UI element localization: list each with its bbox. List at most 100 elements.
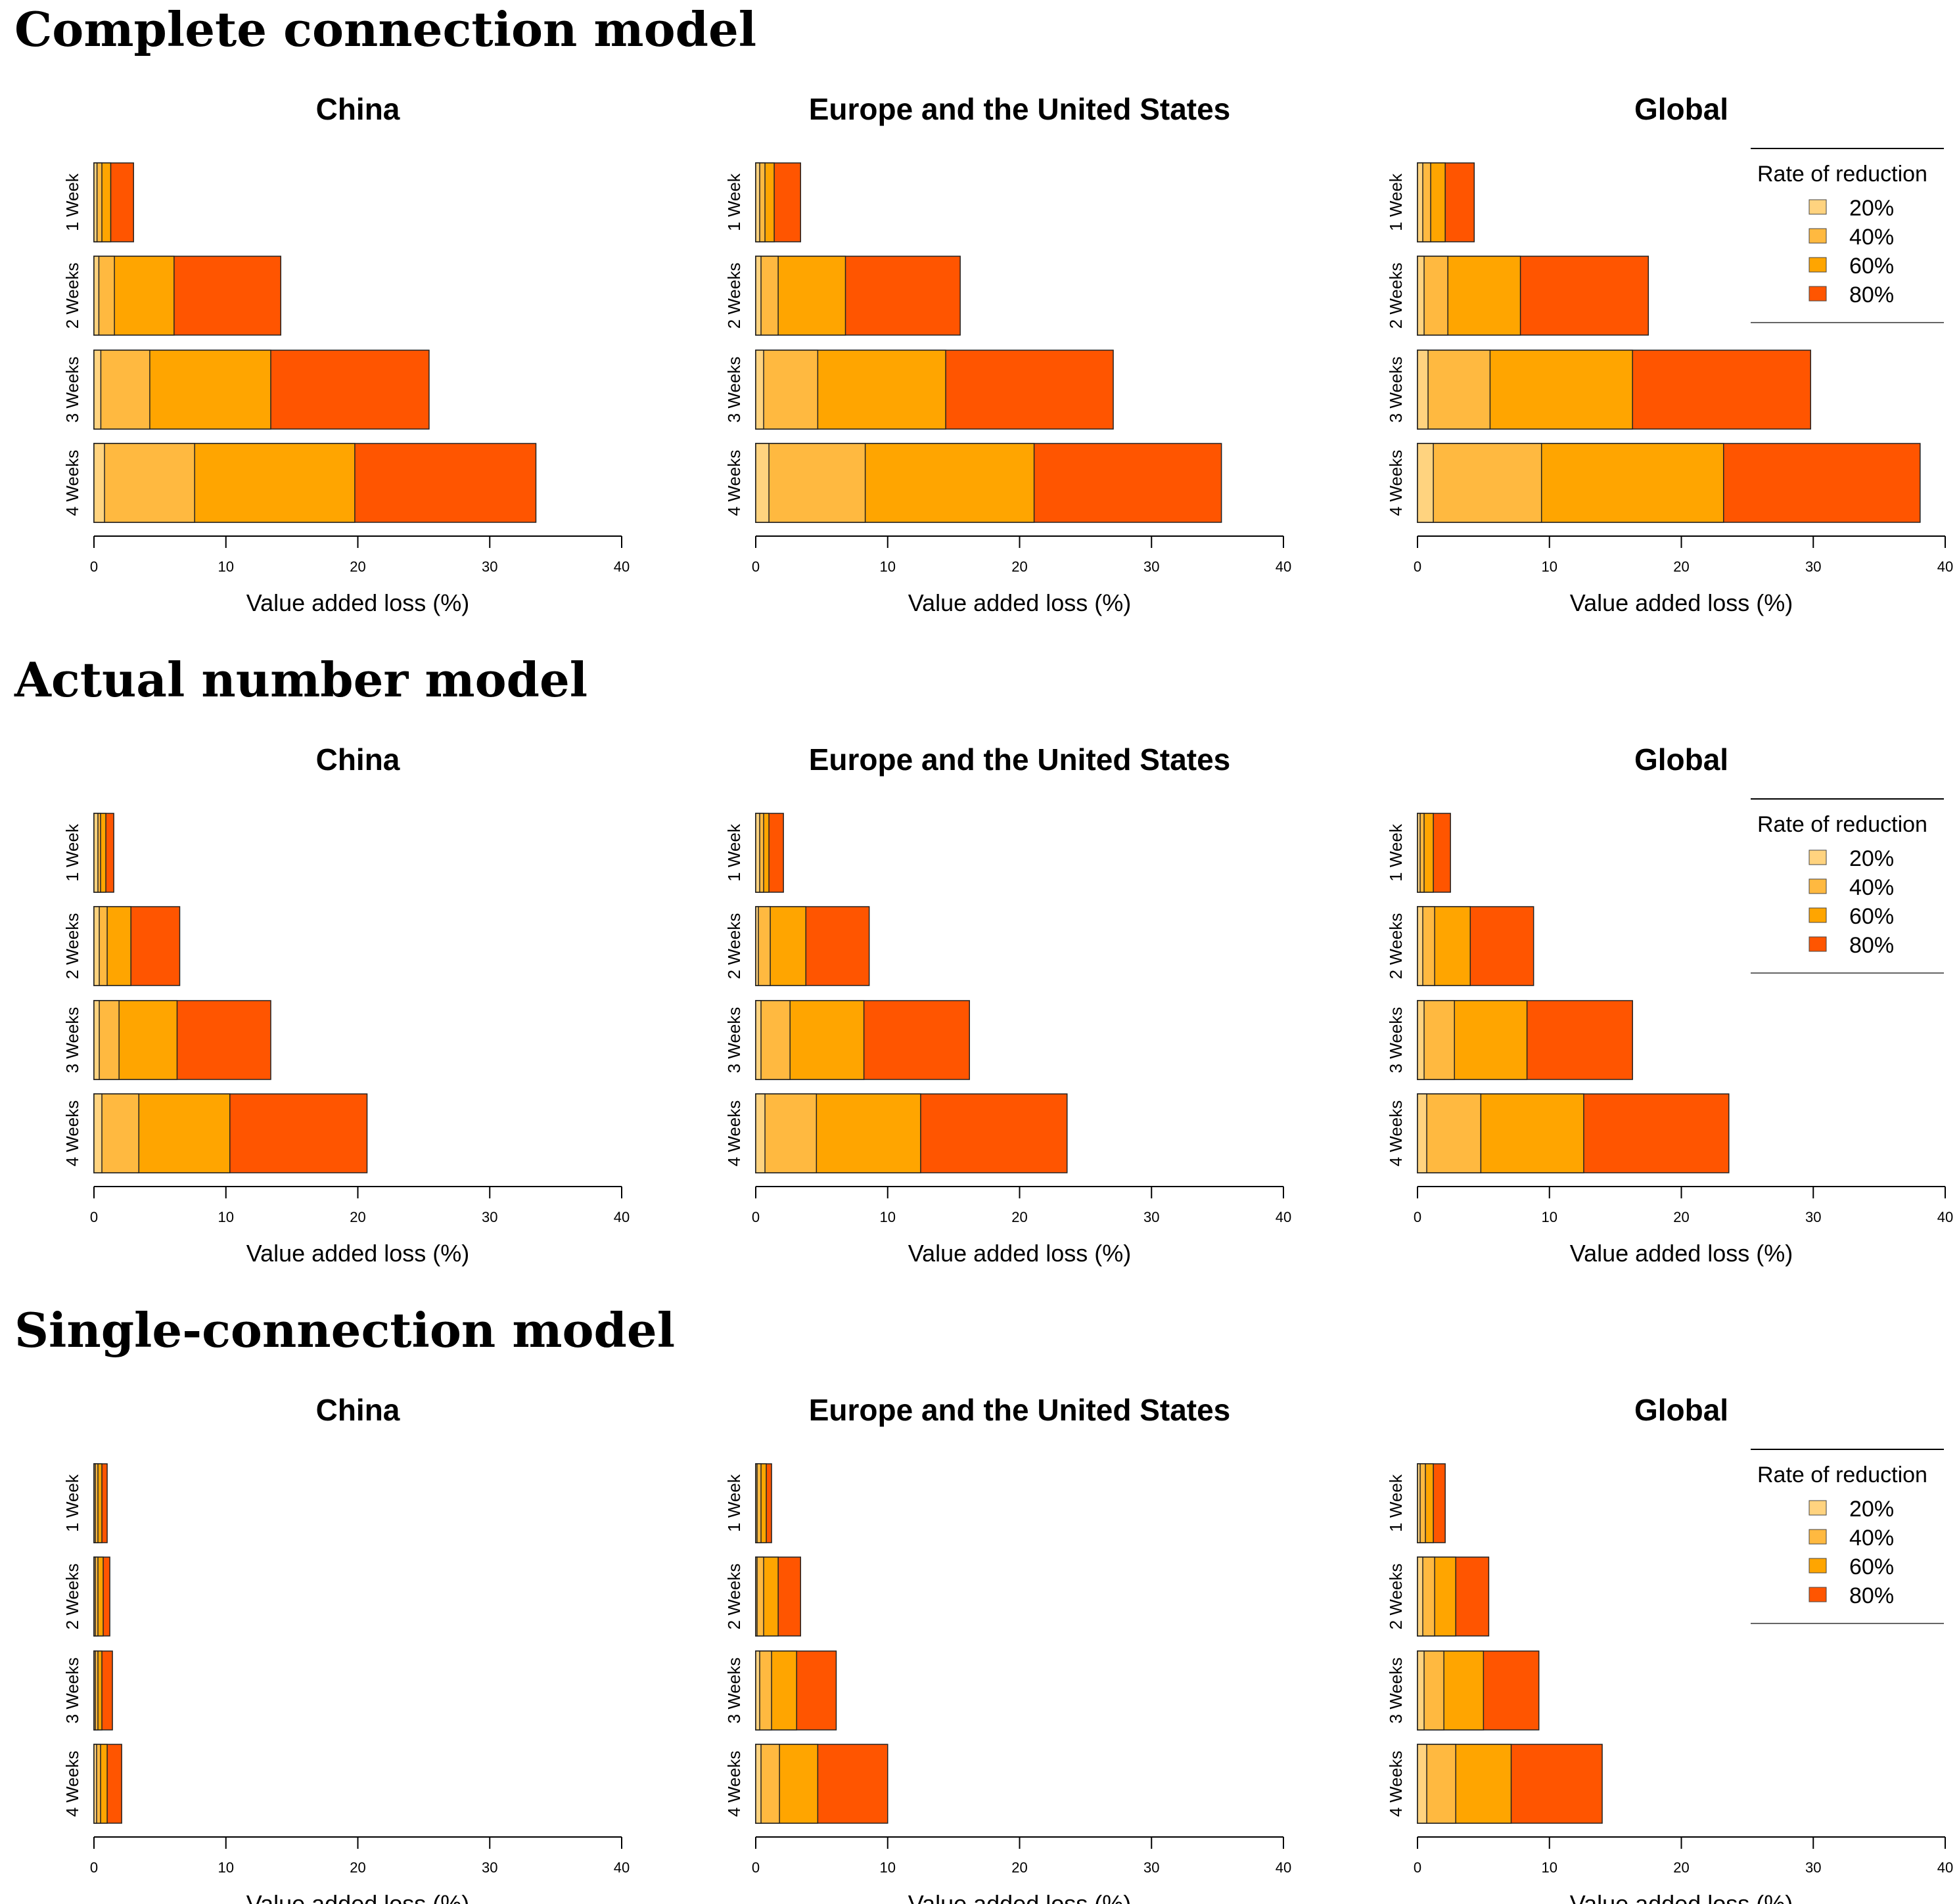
bar-20pct [1417, 1650, 1425, 1731]
x-tick-label: 20 [1673, 558, 1689, 575]
x-axis-label: Value added loss (%) [1570, 589, 1793, 616]
x-axis-label: Value added loss (%) [246, 1890, 470, 1904]
x-tick-label: 10 [218, 1859, 234, 1876]
x-tick-label: 40 [1937, 558, 1953, 575]
chart-title: China [316, 92, 400, 126]
y-tick-label: 3 Weeks [724, 357, 744, 423]
legend-label: 60% [1849, 254, 1894, 279]
bar-20pct [755, 1744, 762, 1824]
bar-20pct [1417, 906, 1423, 986]
x-axis-label: Value added loss (%) [1570, 1240, 1793, 1267]
chart-panel: China 1 Week 2 Weeks 3 Weeks 4 Weeks 0 10 20 30 4… [62, 742, 630, 1267]
x-tick-label: 20 [1673, 1209, 1689, 1225]
legend-box [1751, 799, 1944, 973]
legend: Rate of reduction 20% 40% 60% 80% [1751, 148, 1944, 323]
x-tick-label: 40 [1276, 1859, 1291, 1876]
bar-40pct [755, 1093, 818, 1173]
x-tick-label: 10 [1542, 1209, 1557, 1225]
y-tick-label: 2 Weeks [62, 913, 82, 980]
bar-20pct [1417, 350, 1429, 430]
legend-title: Rate of reduction [1757, 162, 1927, 187]
y-tick-label: 2 Weeks [62, 263, 82, 329]
y-tick-label: 4 Weeks [1386, 450, 1406, 516]
legend-swatch [1809, 199, 1827, 215]
x-tick-label: 20 [350, 558, 365, 575]
legend-swatch [1809, 878, 1827, 894]
x-tick-label: 0 [90, 558, 98, 575]
chart-panel: Global 1 Week 2 Weeks 3 Weeks 4 Weeks 0 10 20 30… [1386, 1393, 1953, 1904]
bar-20pct [755, 813, 760, 893]
y-tick-label: 1 Week [62, 823, 82, 882]
chart-panel: China 1 Week 2 Weeks 3 Weeks 4 Weeks 0 10 20 30 4… [62, 1393, 630, 1904]
legend-swatch [1809, 1558, 1827, 1574]
x-tick-label: 40 [614, 558, 630, 575]
y-tick-label: 1 Week [724, 823, 744, 882]
legend-swatch [1809, 1500, 1827, 1516]
legend-box [1751, 1449, 1944, 1623]
x-tick-label: 10 [218, 1209, 234, 1225]
legend-swatch [1809, 286, 1827, 302]
bar-20pct [93, 813, 99, 893]
y-tick-label: 3 Weeks [724, 1007, 744, 1074]
x-tick-label: 10 [1542, 1859, 1557, 1876]
y-tick-label: 4 Weeks [724, 450, 744, 516]
y-tick-label: 2 Weeks [1386, 263, 1406, 329]
x-tick-label: 30 [1143, 1859, 1159, 1876]
chart-panel: Global 1 Week 2 Weeks 3 Weeks 4 Weeks 0 10 20 30… [1386, 92, 1953, 616]
x-tick-label: 30 [1805, 1209, 1821, 1225]
chart-panel: Europe and the United States 1 Week 2 Week… [724, 92, 1291, 616]
legend-swatch [1809, 1587, 1827, 1602]
x-tick-label: 20 [1673, 1859, 1689, 1876]
x-tick-label: 30 [1805, 1859, 1821, 1876]
x-axis-label: Value added loss (%) [908, 589, 1132, 616]
chart-title: Global [1634, 742, 1728, 777]
y-tick-label: 2 Weeks [1386, 913, 1406, 980]
bar-20pct [93, 1093, 103, 1173]
y-tick-label: 2 Weeks [1386, 1564, 1406, 1630]
bar-20pct [93, 350, 102, 430]
y-tick-label: 4 Weeks [724, 1100, 744, 1167]
x-tick-label: 10 [880, 1209, 896, 1225]
bar-20pct [93, 1000, 100, 1080]
x-tick-label: 10 [880, 558, 896, 575]
bar-20pct [755, 1463, 758, 1543]
bar-20pct [755, 350, 764, 430]
x-tick-label: 40 [614, 1209, 630, 1225]
legend-label: 80% [1849, 283, 1894, 307]
legend-label: 40% [1849, 225, 1894, 250]
y-tick-label: 4 Weeks [1386, 1100, 1406, 1167]
x-tick-label: 10 [218, 558, 234, 575]
x-tick-label: 0 [90, 1859, 98, 1876]
bar-20pct [93, 256, 100, 336]
bar-20pct [1417, 1744, 1427, 1824]
x-tick-label: 20 [350, 1209, 365, 1225]
chart-title: Global [1634, 92, 1728, 126]
legend-label: 80% [1849, 1583, 1894, 1608]
legend-label: 80% [1849, 933, 1894, 958]
x-tick-label: 40 [614, 1859, 630, 1876]
bar-20pct [1417, 443, 1434, 523]
y-tick-label: 3 Weeks [62, 357, 82, 423]
bar-20pct [1417, 256, 1425, 336]
y-tick-label: 1 Week [1386, 173, 1406, 231]
bar-20pct [93, 1650, 96, 1731]
bar-20pct [755, 256, 762, 336]
x-tick-label: 0 [752, 1209, 760, 1225]
x-axis-label: Value added loss (%) [246, 1240, 470, 1267]
x-tick-label: 40 [1937, 1859, 1953, 1876]
x-tick-label: 30 [482, 1859, 497, 1876]
x-tick-label: 0 [752, 1859, 760, 1876]
chart-title: Europe and the United States [809, 92, 1231, 126]
x-tick-label: 0 [1414, 1209, 1421, 1225]
legend: Rate of reduction 20% 40% 60% 80% [1751, 798, 1944, 974]
x-tick-label: 40 [1276, 558, 1291, 575]
y-tick-label: 2 Weeks [62, 1564, 82, 1630]
bar-20pct [93, 1744, 97, 1824]
y-tick-label: 4 Weeks [724, 1751, 744, 1817]
bar-20pct [1417, 1556, 1423, 1637]
x-axis-label: Value added loss (%) [246, 589, 470, 616]
y-tick-label: 1 Week [724, 1474, 744, 1532]
bar-20pct [93, 906, 100, 986]
legend-swatch [1809, 257, 1827, 273]
